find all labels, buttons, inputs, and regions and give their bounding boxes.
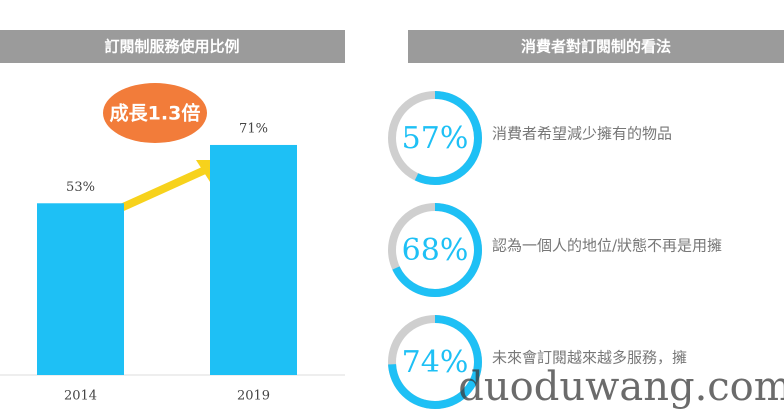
marks: 53% 2014 71% 2019 57% 消費者希望減少擁有的物品 68% 認為一個人的地位…: [37, 91, 722, 409]
chart-title: 訂閱制服務使用比例: [104, 38, 239, 56]
donut-label: 74%: [402, 345, 469, 380]
annotation: 成長1.3倍: [110, 102, 201, 125]
bar: [210, 144, 297, 375]
chart-title: 消費者對訂閱制的看法: [521, 38, 671, 56]
arrow: [110, 166, 207, 216]
category-label: 認為一個人的地位/狀態不再是用擁: [492, 237, 722, 255]
donut-label: 68%: [402, 233, 469, 268]
bar: [37, 203, 124, 375]
donut-arc: [388, 91, 482, 185]
value-label: 71%: [239, 121, 268, 136]
title-bar: [408, 30, 784, 63]
donut-arc: [388, 203, 482, 297]
category-label: 消費者希望減少擁有的物品: [492, 125, 672, 143]
x-tick-label: 2014: [64, 389, 97, 404]
donut-arc: [388, 315, 482, 409]
watermark: duoduwang.com: [458, 364, 784, 410]
title-bar: [0, 30, 345, 63]
x-tick-label: 2019: [237, 389, 270, 404]
value-label: 53%: [66, 180, 95, 195]
annotation-bubble: [103, 83, 207, 143]
category-label: 未來會訂閱越來越多服務，擁: [492, 349, 687, 367]
donut-label: 57%: [402, 121, 469, 156]
